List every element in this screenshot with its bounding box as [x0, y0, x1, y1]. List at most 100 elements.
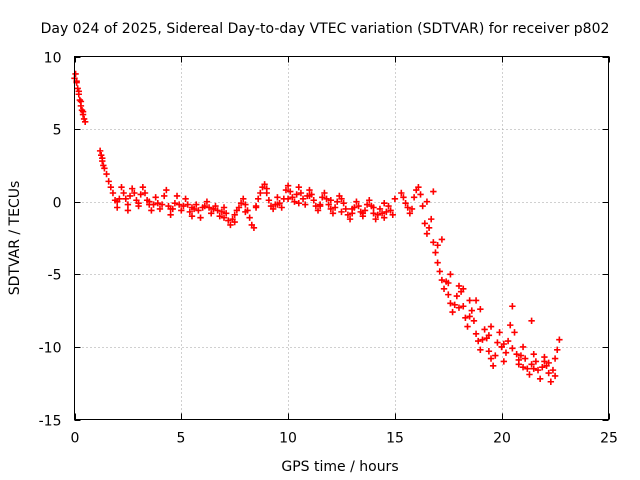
x-axis-label: GPS time / hours — [281, 459, 398, 475]
data-point — [489, 362, 497, 369]
data-point — [139, 183, 147, 191]
data-point — [391, 195, 399, 202]
data-point — [472, 330, 480, 338]
data-point — [278, 204, 285, 211]
chart-title: Day 024 of 2025, Sidereal Day-to-day VTE… — [41, 21, 610, 37]
data-point — [319, 194, 326, 201]
data-point — [447, 271, 454, 278]
data-point — [447, 300, 454, 307]
data-point — [167, 211, 174, 218]
data-point — [470, 317, 478, 324]
data-point — [295, 183, 302, 191]
data-point — [389, 211, 396, 218]
data-point — [453, 292, 461, 300]
data-point — [184, 201, 191, 208]
data-point — [186, 208, 194, 216]
data-point — [193, 201, 200, 208]
data-point — [348, 205, 356, 213]
data-point — [528, 361, 535, 368]
data-point — [436, 268, 443, 275]
data-point — [519, 343, 527, 351]
data-point — [131, 189, 138, 197]
data-point — [216, 213, 223, 220]
data-point — [381, 199, 388, 207]
data-point — [180, 202, 187, 210]
x-tick-label: 0 — [71, 431, 80, 447]
data-point — [556, 336, 563, 343]
data-point — [378, 210, 386, 217]
data-point — [530, 365, 537, 372]
data-point — [466, 297, 473, 304]
data-point — [438, 236, 446, 243]
data-point — [530, 350, 537, 358]
data-point — [406, 210, 414, 217]
data-point — [526, 371, 533, 378]
data-point — [156, 205, 164, 213]
y-tick-label: 10 — [44, 51, 62, 67]
data-point — [120, 189, 127, 197]
data-point — [325, 201, 332, 208]
data-point — [370, 204, 377, 211]
data-point — [188, 204, 196, 211]
data-point — [536, 375, 544, 383]
data-point — [434, 242, 441, 249]
data-series — [71, 70, 563, 385]
data-point — [545, 359, 552, 367]
data-point — [148, 207, 155, 214]
data-point — [404, 204, 411, 211]
data-point — [235, 204, 243, 211]
data-point — [329, 210, 337, 217]
data-point — [534, 366, 542, 374]
x-tick-label: 25 — [600, 431, 618, 447]
data-point — [124, 201, 132, 208]
data-point — [521, 355, 529, 362]
data-point — [299, 195, 307, 202]
data-point — [208, 210, 215, 217]
data-point — [502, 349, 510, 356]
data-point — [314, 207, 322, 214]
data-point — [252, 202, 260, 210]
data-point — [466, 313, 473, 320]
data-point — [430, 188, 437, 195]
data-point — [175, 201, 183, 208]
data-point — [554, 346, 561, 354]
data-point — [269, 205, 277, 213]
x-tick-label: 10 — [279, 431, 297, 447]
data-point — [237, 199, 245, 207]
data-point — [316, 202, 324, 210]
data-point — [363, 201, 371, 208]
data-point — [242, 201, 249, 208]
data-point — [146, 198, 153, 205]
data-point — [306, 192, 313, 200]
data-point — [338, 208, 345, 216]
data-point — [500, 340, 508, 348]
grid — [74, 56, 609, 420]
data-point — [359, 210, 367, 217]
data-point — [387, 207, 394, 214]
data-point — [400, 194, 407, 201]
data-point — [289, 194, 296, 201]
data-point — [306, 186, 313, 194]
data-point — [460, 285, 467, 293]
data-point — [214, 207, 221, 214]
data-point — [201, 202, 208, 210]
data-point — [96, 147, 104, 155]
data-point — [158, 201, 166, 208]
data-point — [152, 194, 159, 201]
data-point — [293, 191, 300, 198]
data-point — [485, 348, 493, 355]
data-point — [99, 154, 106, 162]
data-point — [366, 197, 373, 204]
data-point — [107, 183, 115, 191]
data-point — [485, 332, 493, 339]
data-point — [415, 183, 422, 191]
data-point — [372, 215, 379, 223]
data-point — [551, 372, 559, 380]
data-point — [517, 352, 525, 359]
data-point — [72, 70, 79, 78]
data-point — [195, 207, 202, 214]
data-point — [327, 205, 335, 213]
data-point — [481, 326, 488, 333]
data-point — [346, 215, 354, 223]
data-point — [515, 356, 522, 364]
